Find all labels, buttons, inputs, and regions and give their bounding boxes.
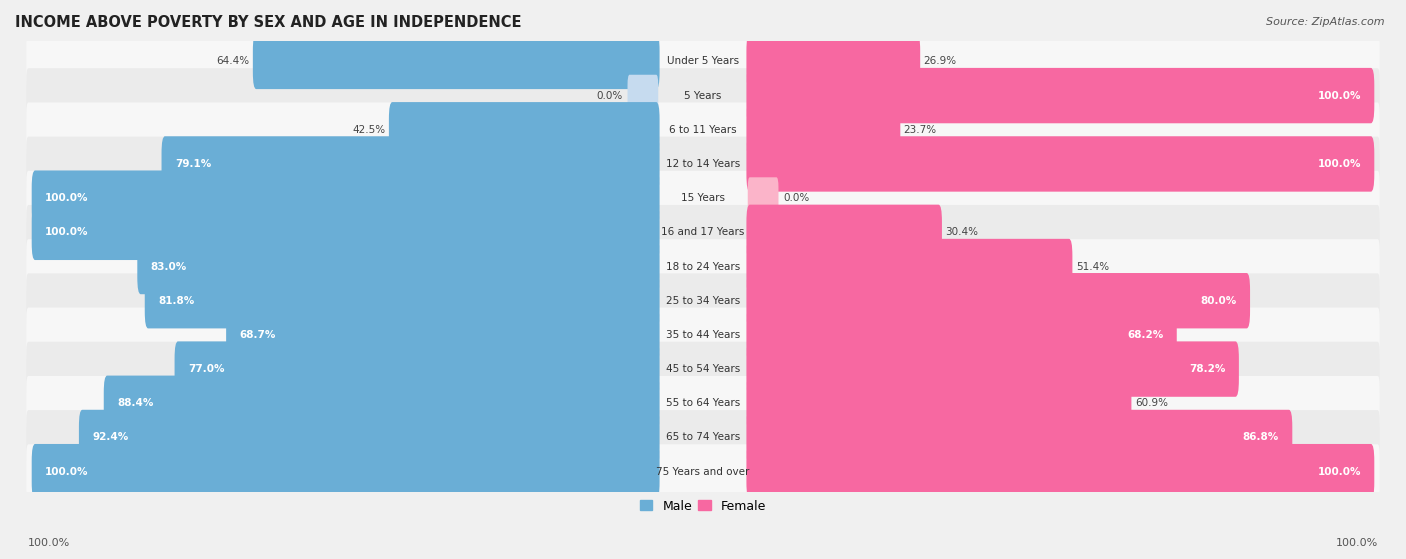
FancyBboxPatch shape [145, 273, 659, 328]
FancyBboxPatch shape [27, 239, 1379, 294]
Text: 16 and 17 Years: 16 and 17 Years [661, 228, 745, 238]
Text: Under 5 Years: Under 5 Years [666, 56, 740, 67]
FancyBboxPatch shape [27, 68, 1379, 123]
FancyBboxPatch shape [27, 136, 1379, 191]
Text: 100.0%: 100.0% [1336, 538, 1378, 548]
FancyBboxPatch shape [747, 239, 1073, 294]
FancyBboxPatch shape [27, 102, 1379, 157]
FancyBboxPatch shape [32, 170, 659, 226]
Text: 0.0%: 0.0% [596, 91, 623, 101]
Text: 64.4%: 64.4% [217, 56, 249, 67]
FancyBboxPatch shape [138, 239, 659, 294]
FancyBboxPatch shape [747, 273, 1250, 328]
FancyBboxPatch shape [27, 34, 1379, 89]
FancyBboxPatch shape [747, 205, 942, 260]
FancyBboxPatch shape [32, 205, 659, 260]
Text: 12 to 14 Years: 12 to 14 Years [666, 159, 740, 169]
Text: 100.0%: 100.0% [1317, 91, 1361, 101]
Text: 88.4%: 88.4% [117, 398, 153, 408]
FancyBboxPatch shape [747, 376, 1132, 431]
Text: 30.4%: 30.4% [945, 228, 979, 238]
Text: 79.1%: 79.1% [174, 159, 211, 169]
Text: 100.0%: 100.0% [45, 193, 89, 203]
FancyBboxPatch shape [747, 102, 900, 158]
FancyBboxPatch shape [32, 444, 659, 499]
FancyBboxPatch shape [747, 34, 920, 89]
FancyBboxPatch shape [747, 136, 1374, 192]
Text: 25 to 34 Years: 25 to 34 Years [666, 296, 740, 306]
FancyBboxPatch shape [748, 177, 779, 219]
FancyBboxPatch shape [627, 75, 658, 116]
Text: 42.5%: 42.5% [353, 125, 385, 135]
Text: 51.4%: 51.4% [1076, 262, 1109, 272]
Text: 18 to 24 Years: 18 to 24 Years [666, 262, 740, 272]
Text: 68.7%: 68.7% [239, 330, 276, 340]
FancyBboxPatch shape [747, 410, 1292, 465]
Text: 45 to 54 Years: 45 to 54 Years [666, 364, 740, 374]
Text: 6 to 11 Years: 6 to 11 Years [669, 125, 737, 135]
FancyBboxPatch shape [27, 376, 1379, 430]
FancyBboxPatch shape [27, 342, 1379, 396]
Text: 0.0%: 0.0% [783, 193, 810, 203]
Legend: Male, Female: Male, Female [636, 495, 770, 518]
Text: 75 Years and over: 75 Years and over [657, 467, 749, 477]
Text: 83.0%: 83.0% [150, 262, 187, 272]
FancyBboxPatch shape [79, 410, 659, 465]
FancyBboxPatch shape [389, 102, 659, 158]
Text: 81.8%: 81.8% [157, 296, 194, 306]
Text: 78.2%: 78.2% [1189, 364, 1226, 374]
FancyBboxPatch shape [747, 307, 1177, 363]
Text: 100.0%: 100.0% [28, 538, 70, 548]
Text: 60.9%: 60.9% [1135, 398, 1168, 408]
Text: 86.8%: 86.8% [1243, 433, 1279, 443]
FancyBboxPatch shape [27, 410, 1379, 465]
Text: 5 Years: 5 Years [685, 91, 721, 101]
Text: 80.0%: 80.0% [1201, 296, 1237, 306]
Text: INCOME ABOVE POVERTY BY SEX AND AGE IN INDEPENDENCE: INCOME ABOVE POVERTY BY SEX AND AGE IN I… [15, 15, 522, 30]
FancyBboxPatch shape [27, 307, 1379, 362]
FancyBboxPatch shape [747, 444, 1374, 499]
Text: 26.9%: 26.9% [924, 56, 956, 67]
FancyBboxPatch shape [253, 34, 659, 89]
Text: 100.0%: 100.0% [1317, 159, 1361, 169]
FancyBboxPatch shape [162, 136, 659, 192]
FancyBboxPatch shape [747, 342, 1239, 397]
Text: 23.7%: 23.7% [904, 125, 936, 135]
FancyBboxPatch shape [27, 205, 1379, 260]
Text: 55 to 64 Years: 55 to 64 Years [666, 398, 740, 408]
Text: 15 Years: 15 Years [681, 193, 725, 203]
Text: 35 to 44 Years: 35 to 44 Years [666, 330, 740, 340]
Text: 68.2%: 68.2% [1128, 330, 1163, 340]
Text: 92.4%: 92.4% [93, 433, 128, 443]
FancyBboxPatch shape [27, 444, 1379, 499]
FancyBboxPatch shape [226, 307, 659, 363]
FancyBboxPatch shape [27, 273, 1379, 328]
FancyBboxPatch shape [174, 342, 659, 397]
Text: 65 to 74 Years: 65 to 74 Years [666, 433, 740, 443]
Text: Source: ZipAtlas.com: Source: ZipAtlas.com [1267, 17, 1385, 27]
FancyBboxPatch shape [747, 68, 1374, 124]
FancyBboxPatch shape [27, 171, 1379, 225]
Text: 100.0%: 100.0% [45, 467, 89, 477]
Text: 77.0%: 77.0% [188, 364, 225, 374]
Text: 100.0%: 100.0% [1317, 467, 1361, 477]
Text: 100.0%: 100.0% [45, 228, 89, 238]
FancyBboxPatch shape [104, 376, 659, 431]
